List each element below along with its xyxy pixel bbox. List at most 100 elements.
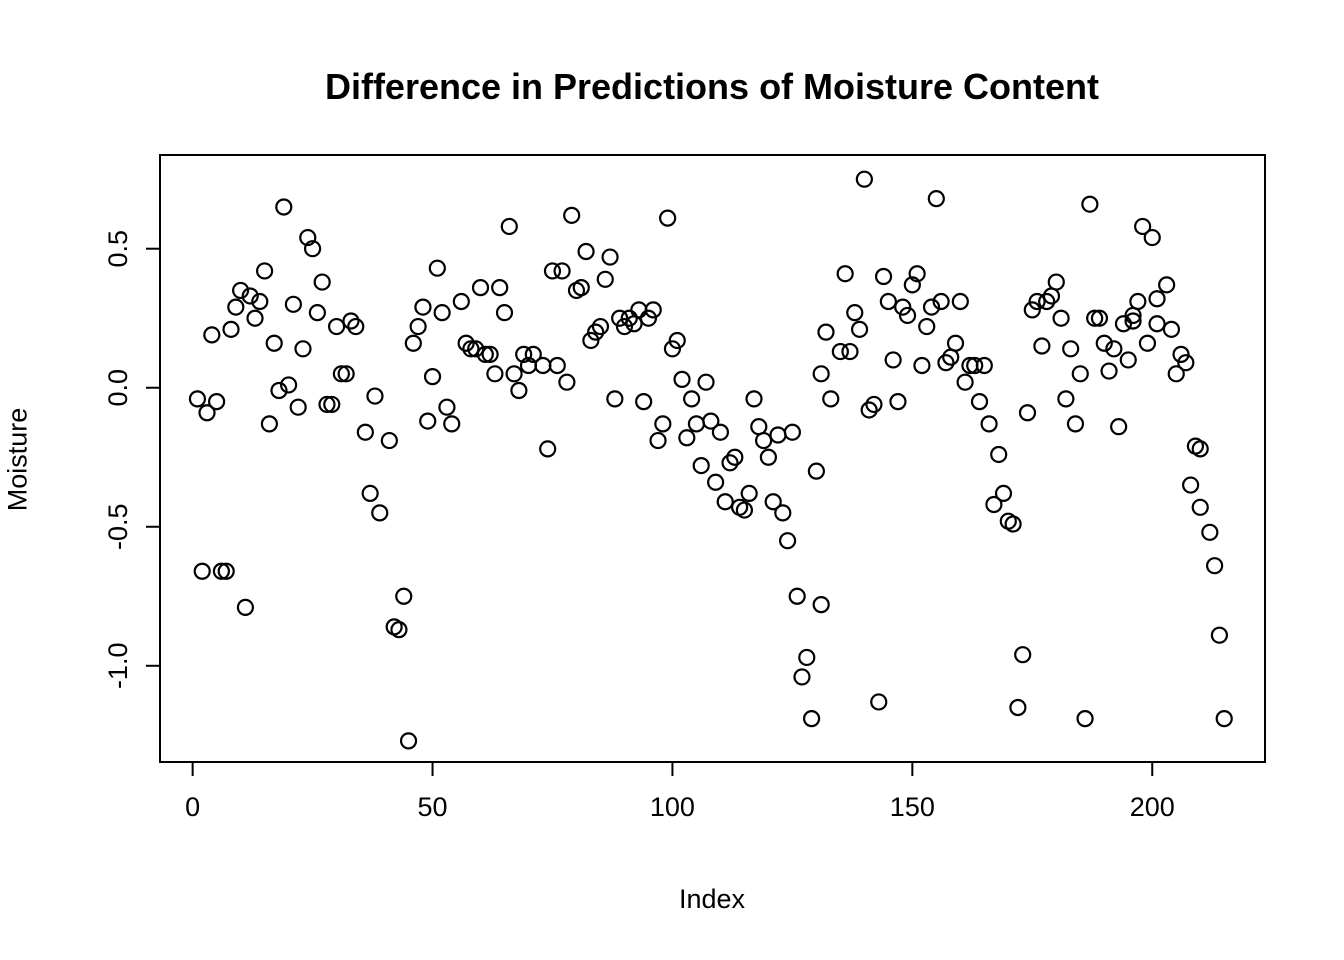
- data-point: [558, 373, 576, 391]
- data-point: [1086, 309, 1104, 327]
- data-point: [308, 304, 326, 322]
- data-point: [663, 340, 682, 358]
- data-point: [1081, 195, 1099, 213]
- data-point: [1191, 498, 1209, 516]
- data-point: [371, 504, 389, 522]
- data-point: [697, 373, 715, 391]
- data-point: [918, 317, 936, 336]
- data-point: [1076, 710, 1094, 728]
- data-point: [692, 456, 710, 475]
- x-tick-label: 0: [185, 792, 200, 822]
- data-point: [721, 454, 739, 472]
- data-point: [860, 401, 878, 419]
- data-point: [913, 356, 931, 375]
- data-point: [524, 345, 542, 363]
- data-point: [433, 304, 451, 322]
- data-point: [212, 562, 231, 580]
- data-point: [1210, 626, 1229, 644]
- data-point: [1158, 276, 1176, 294]
- data-point: [289, 398, 307, 416]
- data-point: [937, 354, 955, 372]
- data-point: [870, 693, 888, 711]
- data-point: [1129, 292, 1147, 311]
- data-point: [481, 345, 499, 363]
- data-point: [505, 365, 523, 383]
- data-point: [630, 301, 648, 319]
- data-point: [1191, 440, 1209, 458]
- data-point: [217, 562, 235, 580]
- data-point: [620, 309, 638, 327]
- data-point: [284, 295, 302, 313]
- data-point: [467, 340, 485, 358]
- data-point: [759, 448, 777, 466]
- data-point: [457, 334, 475, 352]
- data-point: [452, 292, 470, 311]
- chart-title: Difference in Predictions of Moisture Co…: [324, 66, 1100, 107]
- data-point: [342, 312, 360, 330]
- data-point: [683, 390, 701, 408]
- data-point: [1138, 334, 1157, 352]
- data-point: [606, 390, 624, 408]
- data-point: [380, 431, 398, 450]
- data-point: [812, 596, 830, 614]
- data-point: [313, 273, 331, 291]
- data-point: [462, 340, 480, 358]
- data-point: [922, 298, 941, 316]
- data-point: [769, 426, 787, 444]
- data-point: [990, 445, 1008, 464]
- data-point: [1100, 362, 1118, 380]
- data-point: [279, 376, 298, 394]
- data-point: [577, 242, 595, 261]
- data-point: [707, 473, 725, 491]
- data-point: [841, 342, 859, 361]
- data-point: [726, 448, 744, 466]
- data-point: [855, 170, 873, 188]
- data-point: [611, 309, 629, 327]
- data-point: [1177, 354, 1195, 372]
- data-point: [932, 292, 950, 311]
- data-point: [299, 228, 317, 247]
- data-point: [822, 390, 840, 408]
- data-point: [1124, 312, 1142, 330]
- data-point: [227, 298, 245, 316]
- data-point: [836, 265, 854, 283]
- data-point: [255, 262, 274, 280]
- data-point: [649, 431, 667, 450]
- data-point: [985, 495, 1003, 514]
- data-point: [491, 279, 509, 297]
- data-point: [1014, 646, 1032, 664]
- data-point: [246, 309, 264, 327]
- data-point: [347, 317, 365, 336]
- data-point: [572, 279, 590, 297]
- data-point: [428, 259, 446, 277]
- data-point: [639, 309, 658, 327]
- data-point: [927, 190, 945, 208]
- data-point: [903, 276, 921, 294]
- data-point: [1090, 309, 1109, 327]
- data-point: [807, 462, 825, 480]
- data-point: [193, 562, 211, 580]
- data-point: [356, 423, 374, 441]
- data-point: [198, 404, 216, 422]
- data-point: [980, 415, 998, 433]
- data-point: [798, 648, 816, 667]
- data-point: [1110, 418, 1128, 436]
- data-point: [812, 365, 830, 383]
- data-point: [1215, 710, 1233, 728]
- data-point: [327, 317, 346, 336]
- data-point: [251, 292, 269, 311]
- data-point: [260, 415, 278, 433]
- data-point: [188, 390, 207, 408]
- data-point: [1004, 515, 1022, 533]
- data-point: [390, 621, 408, 639]
- data-point: [1009, 698, 1027, 717]
- data-point: [471, 279, 490, 297]
- data-point: [294, 340, 312, 358]
- data-point: [414, 298, 432, 316]
- data-point: [956, 373, 974, 391]
- data-point: [783, 423, 801, 441]
- data-point: [270, 381, 288, 400]
- data-point: [966, 356, 984, 375]
- data-point: [946, 334, 965, 352]
